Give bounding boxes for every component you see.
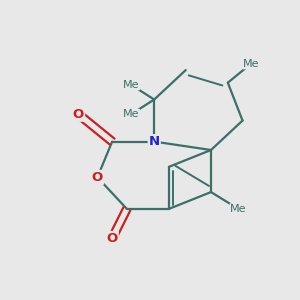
Text: Me: Me [123,80,139,90]
Text: Me: Me [243,59,259,69]
Text: Me: Me [230,204,247,214]
Text: O: O [106,232,118,245]
Text: Me: Me [123,109,139,119]
Text: N: N [148,135,160,148]
Text: O: O [73,108,84,121]
Text: O: O [92,171,103,184]
